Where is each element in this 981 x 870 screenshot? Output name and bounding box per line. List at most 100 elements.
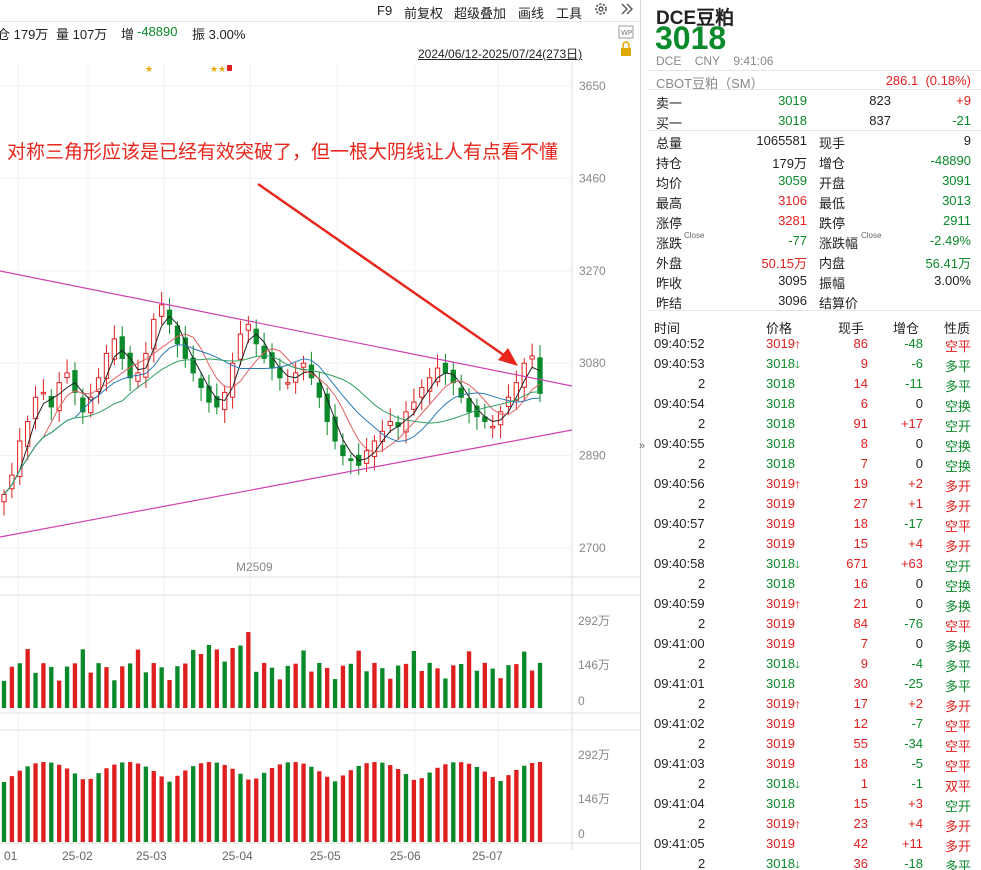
oi-bar [301,763,306,842]
tick-price: 3018🡓 [766,776,801,791]
oi-bar [127,762,133,842]
candle-body [387,421,393,426]
candle-body [214,396,220,408]
marker-flag [227,65,232,71]
volume-bar [482,662,487,708]
stat-value: 3091 [942,173,971,188]
tick-nature: 多开 [944,479,971,494]
candle-body [474,405,480,418]
oi-bar [372,762,377,842]
stat-row: 昨结 3096 结算价 [648,291,981,311]
stat-value: 3106 [778,193,807,208]
oi-bar [9,776,15,842]
volume-bar [340,665,346,708]
volume-bar [238,645,243,708]
volume-bar [261,662,267,708]
f9-button[interactable]: F9 [377,3,393,18]
chart-toolbar: F9 前复权 超级叠加 画线 工具 [0,0,640,22]
upper-trendline [0,270,573,387]
tick-row: 09:40:55 3018 8 0 空换 [648,434,981,454]
collapse-panel-icon[interactable]: » [639,440,646,452]
tick-volume: 8 [860,436,868,451]
overlay-button[interactable]: 超级叠加 [454,6,507,21]
volume-bar [506,665,511,708]
gear-icon[interactable] [593,1,609,20]
stat-row: 涨停 3281 跌停 2911 [648,211,981,231]
volume-bar [419,671,424,708]
arrow-head-icon [498,348,518,366]
tick-row: 09:40:54 3018 6 0 空换 [648,394,981,414]
open-interest-stat: 仓 179万 [0,27,49,42]
tick-time: 2 [698,536,706,551]
oi-bar [514,769,519,842]
volume-bar [372,662,377,708]
oi-bar [191,766,196,842]
oi-bar [522,765,527,842]
tick-volume: 15 [853,796,868,811]
candle-body [158,304,165,317]
tick-volume: 7 [860,456,868,471]
stat-row: 昨收 3095 振幅 3.00% [648,271,981,291]
tick-volume: 12 [853,716,868,731]
sell1-row: 卖一 3019 823 +9 [648,91,981,111]
stat-label: 跌停 [819,216,846,231]
tick-nature: 双平 [944,779,971,794]
volume-bar [230,647,235,708]
tick-price: 3018 [766,676,795,691]
draw-line-button[interactable]: 画线 [518,6,545,21]
tick-price: 3019 [766,836,795,851]
tick-price: 3018 [766,416,795,431]
up-arrow-icon: 🡑 [794,600,801,611]
oi-bar [167,781,172,842]
cbot-row[interactable]: CBOT豆粕（SM） 286.1 (0.18%) [648,70,981,91]
candle-body [17,440,23,478]
x-axis-label: 25-06 [390,849,421,863]
tick-price: 3019 [766,756,795,771]
tick-time: 09:41:01 [654,676,705,691]
volume-bar [120,666,125,708]
oi-bar [1,782,7,842]
oi-bar [325,776,330,842]
double-chevron-right-icon[interactable] [620,1,634,20]
stat-label: 涨停 [656,216,683,231]
tick-row: 2 3018🡓 1 -1 双平 [648,774,981,794]
tick-price: 3019🡑 [766,336,801,351]
stat-row: 最高 3106 最低 3013 [648,191,981,211]
tick-price: 3018 [766,456,795,471]
tick-volume: 19 [853,476,868,491]
tick-volume: 7 [860,636,868,651]
oi-bar [427,772,432,842]
oi-bar [443,764,448,842]
stat-value: 3013 [942,193,971,208]
tick-row: 09:41:02 3019 12 -7 空平 [648,714,981,734]
tick-row: 09:40:58 3018🡓 671 +63 空开 [648,554,981,574]
tick-oi-change: -11 [905,376,923,391]
tick-time: 2 [698,816,706,831]
tick-price: 3019🡑 [766,596,801,611]
stat-label: 昨结 [656,296,683,311]
cbot-value: 286.1 (0.18%) [885,73,971,88]
stat-label: 开盘 [819,176,846,191]
tick-row: 09:40:53 3018🡓 9 -6 多平 [648,354,981,374]
tick-oi-change: -17 [904,516,923,531]
candle-body [513,382,520,401]
down-arrow-icon: 🡓 [794,360,801,371]
volume-bar [474,670,480,708]
up-arrow-icon: 🡑 [794,820,801,831]
volume-bar [466,651,472,708]
tick-time: 2 [698,616,706,631]
adjust-price-button[interactable]: 前复权 [404,6,444,21]
stat-value: 3.00% [934,273,971,288]
down-arrow-icon: 🡓 [794,780,801,791]
oi-bar [25,766,30,842]
candle-body [32,396,39,420]
oi-bar [175,775,180,842]
tick-oi-change: -76 [904,616,923,631]
oi-bar [285,762,290,842]
tools-button[interactable]: 工具 [556,6,583,21]
tick-nature: 空换 [944,399,971,414]
date-range-label[interactable]: 2024/06/12-2025/07/24(273日) [418,47,583,61]
volume-bar [222,661,227,708]
tick-time: 09:41:03 [654,756,705,771]
